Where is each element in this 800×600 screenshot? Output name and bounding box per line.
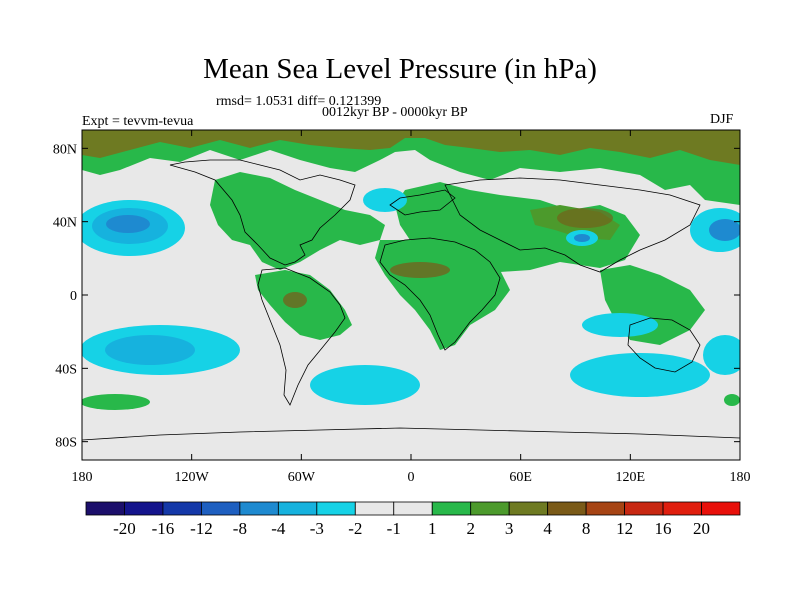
colorbar-swatch <box>508 501 549 516</box>
colorbar-label: -16 <box>152 519 175 538</box>
x-tick-label: 0 <box>408 470 415 485</box>
colorbar-swatch <box>124 501 164 516</box>
colorbar-label: 16 <box>655 519 672 538</box>
colorbar-swatch <box>354 501 395 516</box>
x-tick-label: 120E <box>616 470 646 485</box>
colorbar-swatch <box>277 501 318 516</box>
y-tick-label: 0 <box>70 289 77 304</box>
colorbar-swatch <box>547 501 587 516</box>
anomaly-patch-brown-asia <box>557 208 613 228</box>
chart-title: Mean Sea Level Pressure (in hPa) <box>203 53 597 85</box>
anomaly-region-americas-green <box>210 172 385 270</box>
anomaly-patch-green-southern-ocean <box>82 394 150 410</box>
colorbar-label: -3 <box>310 519 324 538</box>
colorbar-label: -8 <box>233 519 247 538</box>
colorbar-label: 4 <box>543 519 552 538</box>
colorbar-label: 8 <box>582 519 591 538</box>
colorbar-swatch <box>431 501 472 516</box>
colorbar-swatch <box>201 501 241 516</box>
colorbar-label: -12 <box>190 519 213 538</box>
y-tick-label: 40S <box>55 362 77 377</box>
anomaly-low-tasman <box>703 335 740 375</box>
anomaly-patch-brown-sahara <box>390 262 450 278</box>
anomaly-region-eurasia-green <box>395 182 640 272</box>
x-tick-label: 180 <box>730 470 751 485</box>
colorbar-swatch <box>624 501 664 516</box>
colorbar-label: -1 <box>387 519 401 538</box>
y-tick-label: 40N <box>53 216 77 231</box>
anomaly-low-north-pacific-core <box>106 215 150 233</box>
colorbar-swatch <box>239 501 279 516</box>
colorbar-label: 20 <box>693 519 710 538</box>
colorbar-swatch <box>393 501 433 516</box>
anomaly-patch-green-southern-edge <box>724 394 740 406</box>
anomaly-low-south-pacific-core <box>105 335 195 365</box>
colorbar-swatch <box>585 501 625 516</box>
colorbar-label: -20 <box>113 519 136 538</box>
colorbar-label: 1 <box>428 519 437 538</box>
y-tick-label: 80S <box>55 436 77 451</box>
x-axis: 180 120W 60W 0 60E 120E 180 <box>72 130 751 485</box>
anomaly-patch-brown-south-america <box>283 292 307 308</box>
y-axis: 80N 40N 0 40S 80S <box>53 142 740 451</box>
colorbar-swatch <box>470 501 510 516</box>
colorbar-swatch <box>662 501 702 516</box>
colorbar-swatch <box>162 501 202 516</box>
x-tick-label: 60W <box>288 470 316 485</box>
experiment-label: Expt = tevvm-tevua <box>82 114 194 129</box>
colorbar-label: 2 <box>466 519 475 538</box>
y-tick-label: 80N <box>53 142 77 157</box>
colorbar-label: 3 <box>505 519 514 538</box>
x-tick-label: 60E <box>509 470 532 485</box>
colorbar-label: 12 <box>616 519 633 538</box>
season-label: DJF <box>710 112 734 127</box>
stats-text: rmsd= 1.0531 diff= 0.121399 <box>216 94 382 109</box>
colorbar-swatch <box>701 501 741 516</box>
anomaly-low-tibet-core <box>574 234 590 242</box>
colorbar-label: -2 <box>348 519 362 538</box>
colorbar: -20 -16 -12 -8 -4 -3 -2 -1 1 2 3 4 8 12 16 20 <box>85 501 741 538</box>
x-tick-label: 120W <box>175 470 210 485</box>
colorbar-swatch <box>316 501 356 516</box>
map-area <box>82 130 740 460</box>
anomaly-region-arctic-olive <box>82 130 740 165</box>
anomaly-low-south-atlantic <box>310 365 420 405</box>
anomaly-low-southern-indian <box>570 353 710 397</box>
anomaly-low-north-atlantic <box>363 188 407 212</box>
anomaly-low-indian-ocean <box>582 313 658 337</box>
anomaly-low-west-pacific-core <box>709 219 740 241</box>
colorbar-swatch <box>85 501 125 516</box>
x-tick-label: 180 <box>72 470 93 485</box>
colorbar-label: -4 <box>271 519 286 538</box>
coastlines <box>82 159 740 441</box>
period-text: 0012kyr BP - 0000kyr BP <box>322 105 468 120</box>
